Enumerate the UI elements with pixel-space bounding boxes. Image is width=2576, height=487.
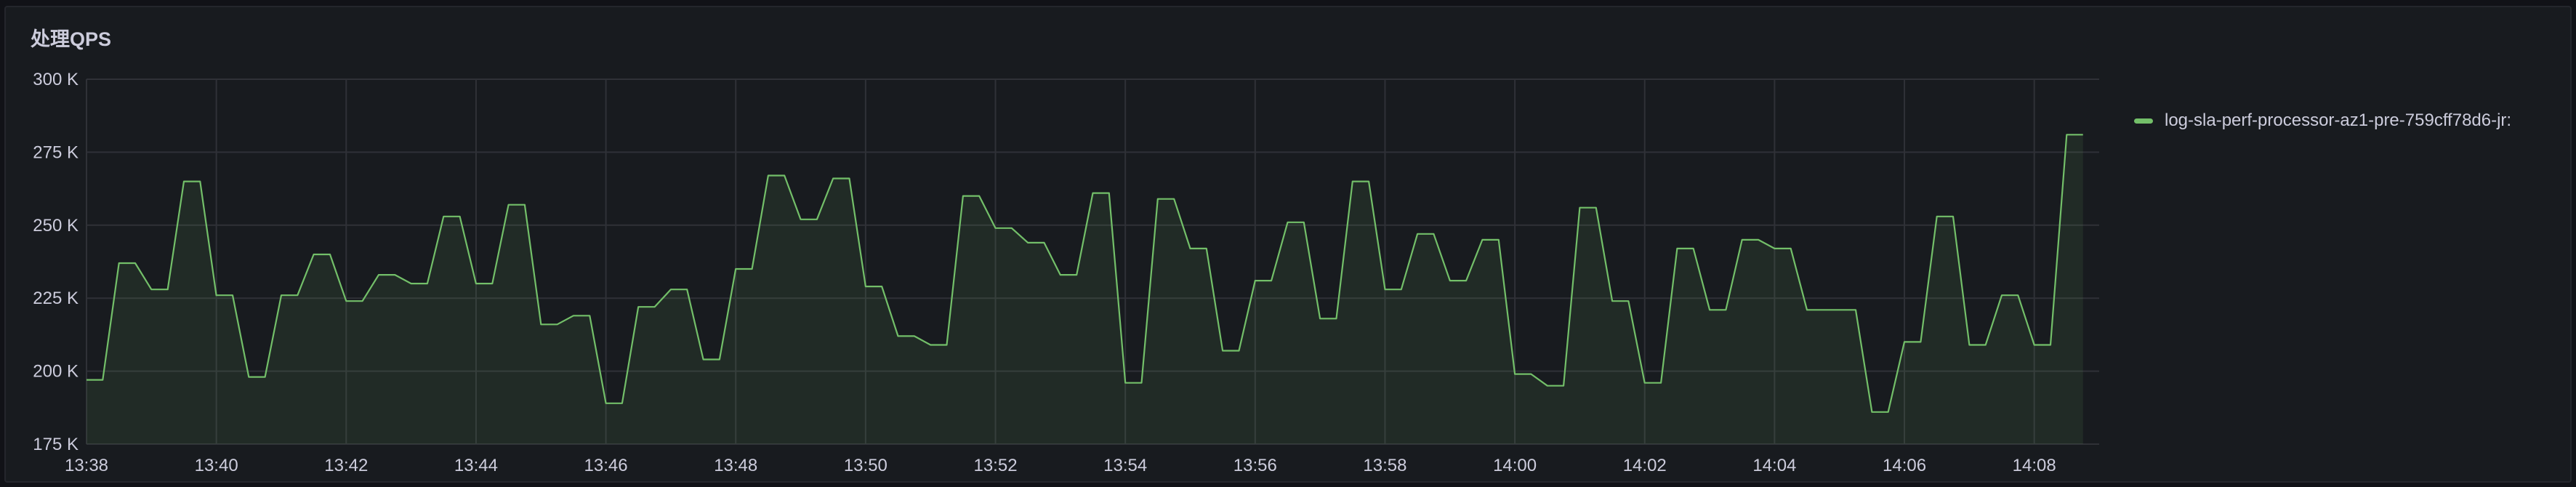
x-tick-label: 13:38 [65,456,108,475]
x-tick-label: 13:40 [195,456,238,475]
x-tick-label: 13:46 [584,456,628,475]
y-tick-label: 225 K [33,289,79,308]
y-tick-label: 175 K [33,435,79,454]
x-tick-label: 13:56 [1233,456,1277,475]
x-tick-label: 13:48 [714,456,757,475]
legend-item[interactable]: log-sla-perf-processor-az1-pre-759cff78d… [2134,110,2511,131]
x-tick-label: 13:50 [844,456,887,475]
x-tick-label: 14:00 [1493,456,1537,475]
y-tick-label: 275 K [33,142,79,162]
y-tick-label: 200 K [33,362,79,382]
series-layer [86,134,2083,445]
chart-panel: 处理QPS [4,6,2572,483]
grid-layer [86,79,2099,445]
x-tick-label: 14:02 [1623,456,1667,475]
x-tick-label: 14:08 [2013,456,2056,475]
x-tick-label: 13:58 [1363,456,1406,475]
panel-title: 处理QPS [31,28,112,50]
legend-series-label: log-sla-perf-processor-az1-pre-759cff78d… [2165,110,2512,130]
x-tick-label: 13:44 [454,456,498,475]
axis-layer: 175 K 200 K 225 K 250 K 275 K 300 K 13:38 13:40… [33,70,2056,475]
x-tick-label: 14:04 [1752,456,1796,475]
x-tick-label: 14:06 [1883,456,1926,475]
series-line [86,134,2083,413]
series-area [86,134,2083,445]
legend-color-swatch [2134,118,2153,124]
x-tick-label: 13:42 [324,456,368,475]
x-tick-label: 13:52 [973,456,1017,475]
y-tick-label: 250 K [33,216,79,236]
y-tick-label: 300 K [33,70,79,89]
x-tick-label: 13:54 [1103,456,1147,475]
